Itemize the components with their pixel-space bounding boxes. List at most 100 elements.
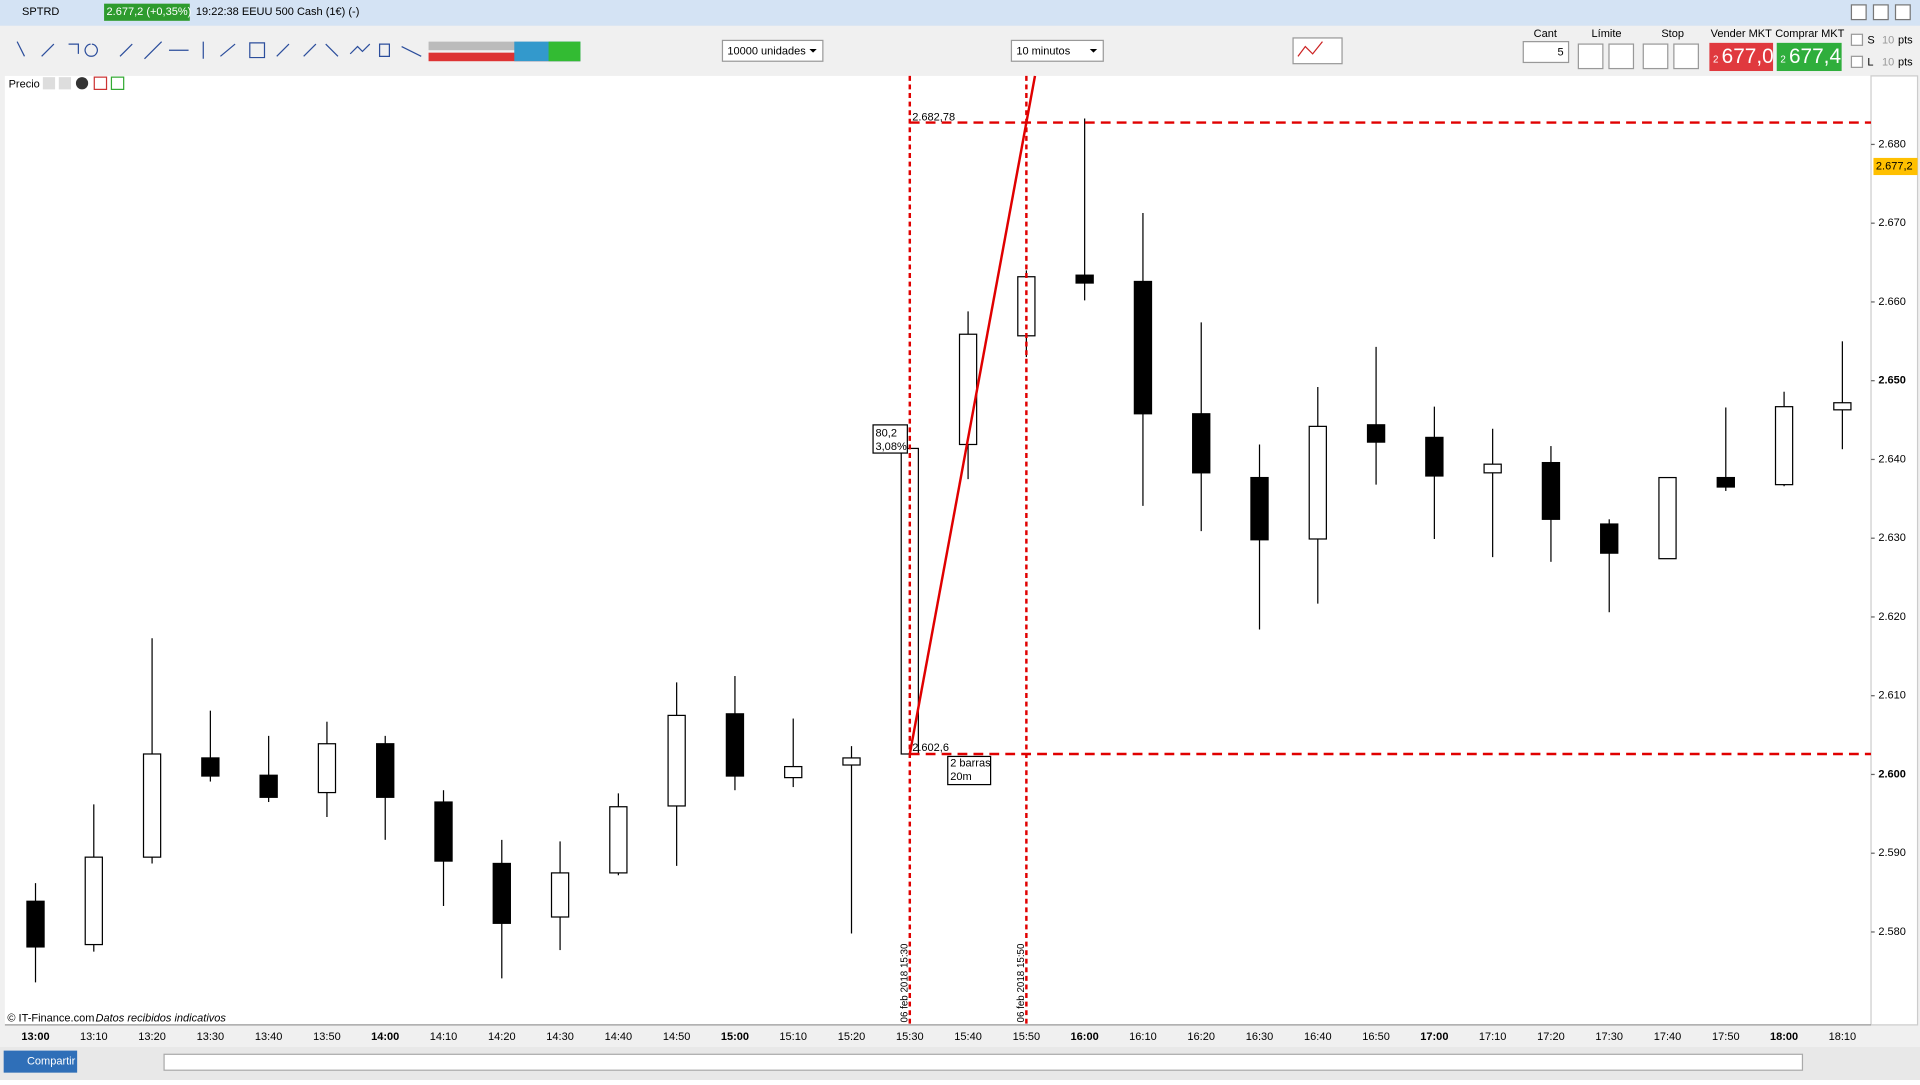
x-tick-label: 15:10 — [779, 1031, 807, 1043]
y-tick-label: 2.630 — [1878, 532, 1906, 544]
x-tick-label: 14:30 — [546, 1031, 574, 1043]
quantity: 10000 unidades — [727, 45, 806, 57]
sell-button[interactable] — [1709, 42, 1774, 72]
order-buttons[interactable] — [1577, 43, 1699, 70]
s-unit: pts — [1898, 34, 1913, 46]
panel-icons[interactable] — [42, 76, 125, 90]
x-tick-label: 17:50 — [1712, 1031, 1740, 1043]
x-tick-label: 15:30 — [896, 1031, 924, 1043]
x-tick-label: 17:20 — [1537, 1031, 1565, 1043]
drawing-tools[interactable] — [12, 39, 581, 62]
low-label: 2.602,6 — [912, 742, 949, 754]
y-tick-label: 2.600 — [1878, 768, 1906, 780]
buy-label: Comprar MKT — [1775, 28, 1844, 40]
window-controls[interactable] — [1850, 4, 1911, 21]
bars: 2 barras — [950, 758, 991, 770]
cant-input[interactable] — [1522, 41, 1570, 64]
current-price-label: 2.677,2 — [1876, 160, 1913, 172]
quote-box — [104, 3, 190, 21]
l-checkbox[interactable] — [1850, 55, 1864, 68]
end-date: 06 feb 2018 15:50 — [1016, 943, 1027, 1022]
candle-body — [317, 743, 337, 794]
instrument-info: 19:22:38 EEUU 500 Cash (1€) (-) — [196, 6, 359, 18]
candle-body — [1075, 274, 1094, 284]
candle-body — [376, 743, 395, 798]
candle-body — [1541, 461, 1561, 520]
x-tick-label: 17:30 — [1595, 1031, 1623, 1043]
y-tick-label: 2.640 — [1878, 453, 1906, 465]
high-label: 2.682,78 — [912, 112, 955, 124]
candle-body — [84, 856, 103, 946]
candle-body — [667, 714, 686, 807]
candle-body — [725, 713, 745, 777]
s-checkbox[interactable] — [1850, 33, 1864, 46]
plot-area — [4, 75, 1872, 1025]
x-tick-label: 17:40 — [1654, 1031, 1682, 1043]
change: 80,2 — [876, 427, 897, 439]
candle-body — [259, 774, 278, 798]
candle-body — [434, 801, 453, 862]
stop-label: Stop — [1661, 28, 1684, 40]
x-tick-label: 16:50 — [1362, 1031, 1390, 1043]
candle-body — [492, 862, 511, 924]
share-label: Compartir — [27, 1056, 76, 1068]
sell-prefix: 2 — [1713, 55, 1718, 66]
x-tick-label: 17:10 — [1479, 1031, 1507, 1043]
timeframe-dropdown[interactable] — [1010, 39, 1104, 62]
s-value: 10 — [1882, 34, 1894, 46]
x-tick-label: 13:30 — [197, 1031, 225, 1043]
x-tick-label: 16:30 — [1246, 1031, 1274, 1043]
x-tick-label: 17:00 — [1420, 1031, 1448, 1043]
l-value: 10 — [1882, 56, 1894, 68]
x-tick-label: 18:10 — [1829, 1031, 1857, 1043]
x-tick-label: 15:20 — [838, 1031, 866, 1043]
y-tick-label: 2.670 — [1878, 217, 1906, 229]
candle-body — [609, 806, 628, 874]
copyright: © IT-Finance.com — [7, 1013, 94, 1025]
change-pct: 3,08% — [876, 441, 907, 453]
x-tick-label: 13:20 — [138, 1031, 166, 1043]
scrollbar[interactable] — [163, 1053, 1804, 1071]
limit-label: Límite — [1592, 28, 1622, 40]
start-date: 06 feb 2018 15:30 — [899, 943, 910, 1022]
candle-body — [142, 753, 162, 858]
candle-body — [550, 872, 570, 918]
x-tick-label: 16:10 — [1129, 1031, 1157, 1043]
quote: 2.677,2 (+0,35%) — [107, 6, 192, 18]
x-tick-label: 13:40 — [255, 1031, 283, 1043]
x-tick-label: 14:50 — [663, 1031, 691, 1043]
x-tick-label: 13:00 — [21, 1031, 49, 1043]
x-tick-label: 15:50 — [1013, 1031, 1041, 1043]
x-tick-label: 16:40 — [1304, 1031, 1332, 1043]
quantity-dropdown[interactable] — [721, 39, 824, 62]
x-tick-label: 14:10 — [430, 1031, 458, 1043]
x-tick-label: 13:50 — [313, 1031, 341, 1043]
candle-body — [1425, 436, 1444, 477]
x-tick-label: 16:00 — [1071, 1031, 1099, 1043]
buy-button[interactable] — [1776, 42, 1842, 72]
sell-label: Vender MKT — [1711, 28, 1772, 40]
trend-line — [908, 75, 1037, 755]
candle-body — [26, 900, 45, 948]
change-box — [872, 424, 908, 454]
candle-body — [1133, 280, 1153, 415]
y-tick-label: 2.680 — [1878, 138, 1906, 150]
timeframe: 10 minutos — [1016, 45, 1070, 57]
x-tick-label: 14:00 — [371, 1031, 399, 1043]
candle-body — [1483, 463, 1502, 474]
share-button[interactable] — [3, 1050, 78, 1073]
candle-body — [1366, 424, 1386, 443]
chart-type-button[interactable] — [1292, 37, 1343, 65]
s-label: S — [1867, 34, 1874, 46]
x-tick-label: 14:40 — [605, 1031, 633, 1043]
symbol: SPTRD — [22, 6, 59, 18]
y-tick-label: 2.660 — [1878, 296, 1906, 308]
sell-price: 677,0 — [1722, 45, 1774, 68]
candle-body — [1716, 476, 1735, 488]
candle-body — [1600, 523, 1619, 554]
title-bar — [0, 0, 1920, 26]
x-tick-label: 14:20 — [488, 1031, 516, 1043]
buy-price: 677,4 — [1789, 45, 1841, 68]
